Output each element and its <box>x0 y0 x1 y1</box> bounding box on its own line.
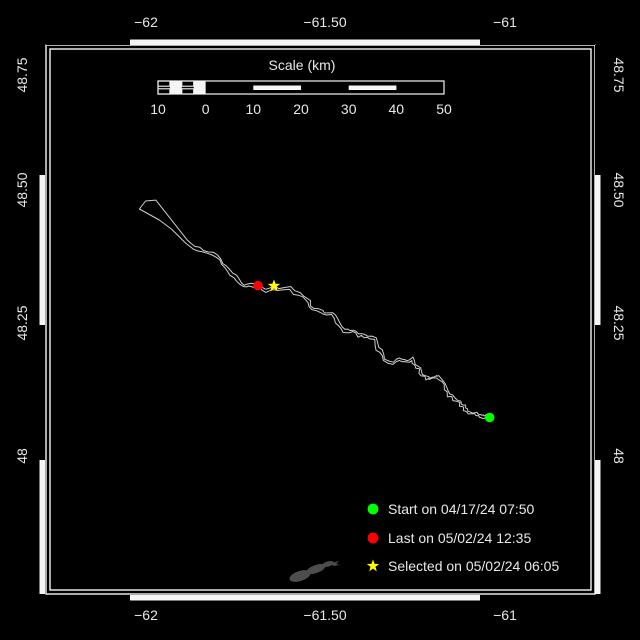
svg-text:48.50: 48.50 <box>14 172 30 207</box>
svg-text:Scale (km): Scale (km) <box>269 57 336 73</box>
svg-text:10: 10 <box>150 101 166 117</box>
svg-text:Selected on 05/02/24 06:05: Selected on 05/02/24 06:05 <box>388 558 559 574</box>
svg-text:50: 50 <box>436 101 452 117</box>
svg-text:20: 20 <box>293 101 309 117</box>
svg-text:48: 48 <box>14 448 30 464</box>
svg-text:48.75: 48.75 <box>611 57 627 92</box>
svg-text:−62: −62 <box>134 607 158 623</box>
svg-text:−61.50: −61.50 <box>303 14 346 30</box>
svg-text:48.75: 48.75 <box>14 57 30 92</box>
svg-text:Last on 05/02/24 12:35: Last on 05/02/24 12:35 <box>388 530 531 546</box>
svg-text:−62: −62 <box>134 14 158 30</box>
svg-text:48.25: 48.25 <box>14 305 30 340</box>
svg-text:48.50: 48.50 <box>611 172 627 207</box>
svg-text:0: 0 <box>202 101 210 117</box>
svg-text:−61: −61 <box>493 607 517 623</box>
svg-text:10: 10 <box>246 101 262 117</box>
svg-text:−61.50: −61.50 <box>303 607 346 623</box>
svg-text:48.25: 48.25 <box>611 305 627 340</box>
svg-text:30: 30 <box>341 101 357 117</box>
svg-text:−61: −61 <box>493 14 517 30</box>
svg-text:Start on 04/17/24 07:50: Start on 04/17/24 07:50 <box>388 501 535 517</box>
svg-text:48: 48 <box>611 448 627 464</box>
svg-text:40: 40 <box>389 101 405 117</box>
